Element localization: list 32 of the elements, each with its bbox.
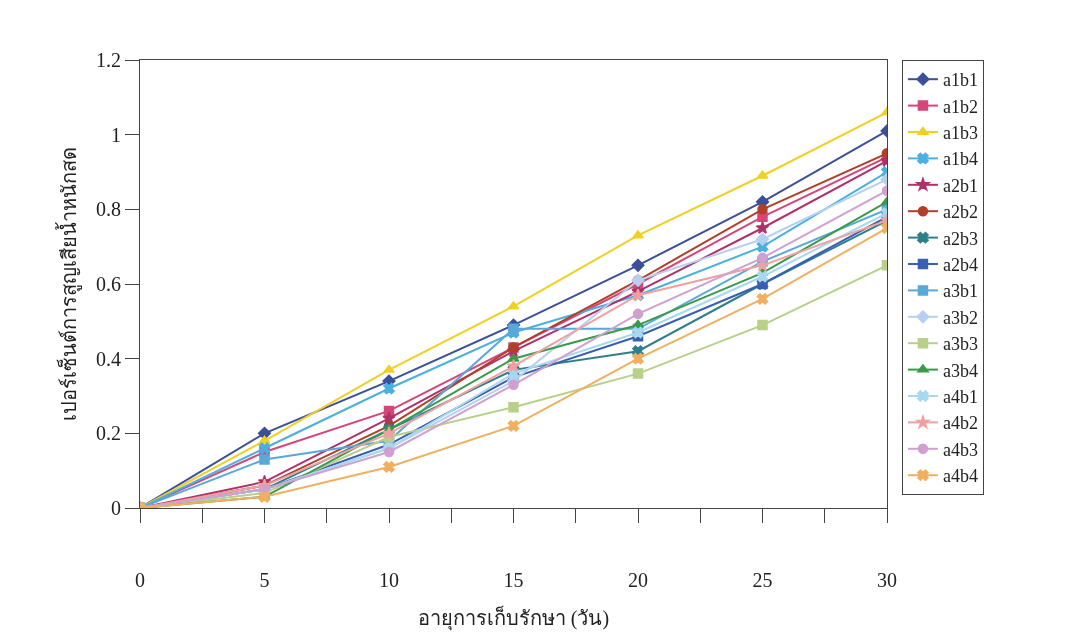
legend-label: a1b1 — [942, 70, 978, 91]
legend-label: a1b2 — [942, 96, 978, 117]
y-tick-label: 0 — [111, 497, 121, 519]
legend-label: a2b4 — [942, 255, 978, 276]
legend-label: a4b2 — [942, 413, 978, 434]
x-axis-title: อายุการเก็บรักษา (วัน) — [417, 604, 610, 631]
x-tick-label: 10 — [379, 569, 399, 591]
legend-label: a3b1 — [942, 281, 978, 302]
x-tick-label: 30 — [877, 569, 897, 591]
x-tick-label: 25 — [752, 569, 773, 591]
x-tick-label: 15 — [503, 569, 524, 591]
legend-label: a4b3 — [942, 439, 978, 460]
y-tick-label: 0.4 — [96, 347, 121, 370]
x-tick-label: 0 — [135, 569, 145, 591]
legend-label: a1b4 — [942, 149, 978, 170]
y-tick-label: 0.8 — [96, 198, 121, 221]
y-tick-label: 0.6 — [96, 273, 121, 295]
y-axis-title: เปอร์เซ็นต์การสูญเสียน้ำหนักสด — [54, 147, 82, 421]
legend-label: a3b3 — [942, 334, 978, 355]
y-tick-label: 1.2 — [96, 49, 121, 71]
x-tick-label: 20 — [628, 569, 648, 591]
legend-label: a3b4 — [942, 360, 978, 381]
legend-label: a3b2 — [942, 307, 978, 328]
legend-label: a1b3 — [942, 123, 978, 144]
y-tick-label: 0.2 — [96, 422, 121, 445]
legend-label: a2b1 — [942, 175, 978, 196]
legend-label: a2b2 — [942, 202, 978, 223]
legend-label: a4b4 — [942, 466, 978, 487]
x-tick-label: 5 — [259, 569, 270, 591]
legend-label: a4b1 — [942, 387, 978, 408]
y-tick-label: 1 — [111, 123, 121, 146]
legend-label: a2b3 — [942, 228, 978, 249]
